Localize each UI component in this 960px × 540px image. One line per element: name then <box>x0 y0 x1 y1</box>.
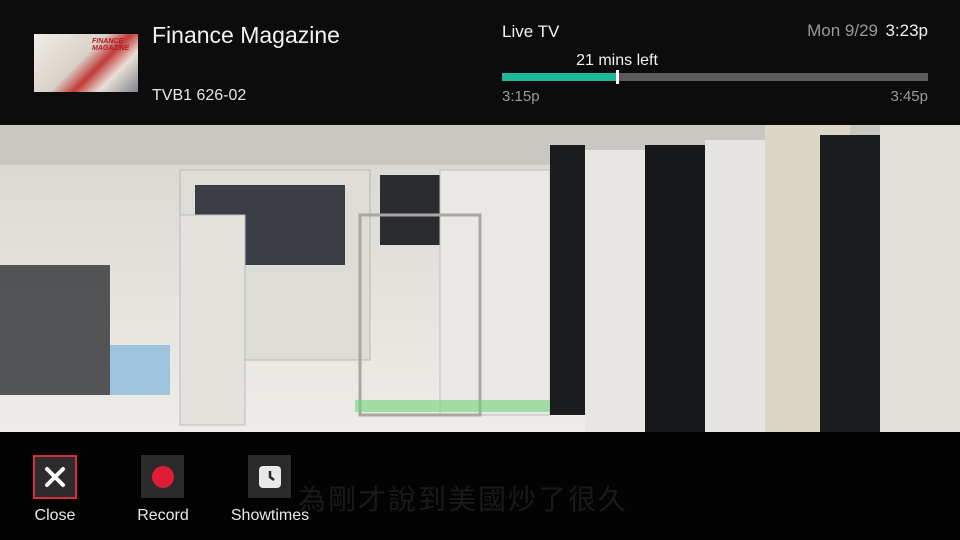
source: Live TV <box>502 22 560 41</box>
button-label: Showtimes <box>230 507 310 524</box>
date: Mon 9/29 <box>807 21 878 40</box>
close-button[interactable] <box>33 455 77 499</box>
record-icon <box>151 465 174 488</box>
progress-knob <box>616 70 619 84</box>
close-icon <box>45 467 65 487</box>
channel: TVB1 626-02 <box>152 87 247 104</box>
thumbnail-text: FINANCE MAGAZINE <box>92 38 130 52</box>
info-bar: FINANCE MAGAZINE Finance Magazine TVB1 6… <box>0 0 960 125</box>
record-button[interactable] <box>141 455 184 498</box>
program-title: Finance Magazine <box>152 22 340 48</box>
subtitle: 為剛才說到美國炒了很久 <box>298 484 629 515</box>
video <box>0 125 960 432</box>
time-left: 21 mins left <box>576 52 658 69</box>
start-time: 3:15p <box>502 88 540 105</box>
progress-track <box>502 70 928 84</box>
video-scene <box>0 125 960 432</box>
clock: 3:23p <box>885 21 928 40</box>
button-label: Close <box>34 507 76 524</box>
thumbnail: FINANCE MAGAZINE <box>34 34 138 92</box>
end-time: 3:45p <box>890 88 928 105</box>
showtimes-button[interactable] <box>248 455 291 498</box>
button-label: Record <box>137 507 189 524</box>
progress-fill <box>502 73 617 81</box>
showtimes-icon <box>258 465 281 488</box>
